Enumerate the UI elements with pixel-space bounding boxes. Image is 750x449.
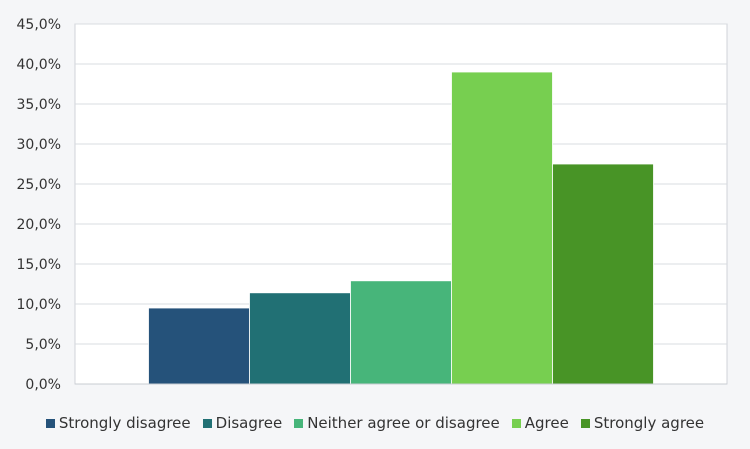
legend-item: Agree	[511, 414, 569, 432]
bar-strongly-agree	[552, 163, 654, 385]
legend-label: Strongly agree	[593, 414, 705, 432]
legend-item: Neither agree or disagree	[294, 414, 500, 432]
legend-label: Disagree	[215, 414, 283, 432]
bar-strongly-disagree	[148, 307, 250, 385]
legend-swatch	[45, 418, 55, 428]
legend-item: Strongly agree	[580, 414, 705, 432]
y-tick-label: 40,0%	[17, 57, 61, 73]
y-tick-label: 45,0%	[17, 17, 61, 33]
y-tick-label: 30,0%	[17, 137, 61, 153]
legend-label: Neither agree or disagree	[307, 414, 500, 432]
y-tick-label: 0,0%	[25, 377, 61, 393]
y-tick-label: 25,0%	[17, 177, 61, 193]
legend-label: Agree	[524, 414, 569, 432]
legend-swatch	[294, 418, 304, 428]
bar-agree	[451, 71, 553, 385]
legend-swatch	[202, 418, 212, 428]
legend: Strongly disagree Disagree Neither agree o…	[0, 409, 750, 437]
bar-neither-agree-or-disagree	[350, 280, 452, 385]
legend-item: Strongly disagree	[45, 414, 191, 432]
bar-disagree	[249, 292, 351, 385]
y-tick-label: 15,0%	[17, 257, 61, 273]
y-tick-label: 10,0%	[17, 297, 61, 313]
y-axis-ticks: 0,0% 5,0% 10,0% 15,0% 20,0% 25,0% 30,0% 35,0% 40…	[17, 17, 61, 393]
legend-item: Disagree	[202, 414, 283, 432]
y-tick-label: 35,0%	[17, 97, 61, 113]
legend-label: Strongly disagree	[58, 414, 191, 432]
bars	[148, 71, 654, 385]
legend-swatch	[580, 418, 590, 428]
y-tick-label: 20,0%	[17, 217, 61, 233]
legend-swatch	[511, 418, 521, 428]
y-tick-label: 5,0%	[25, 337, 61, 353]
